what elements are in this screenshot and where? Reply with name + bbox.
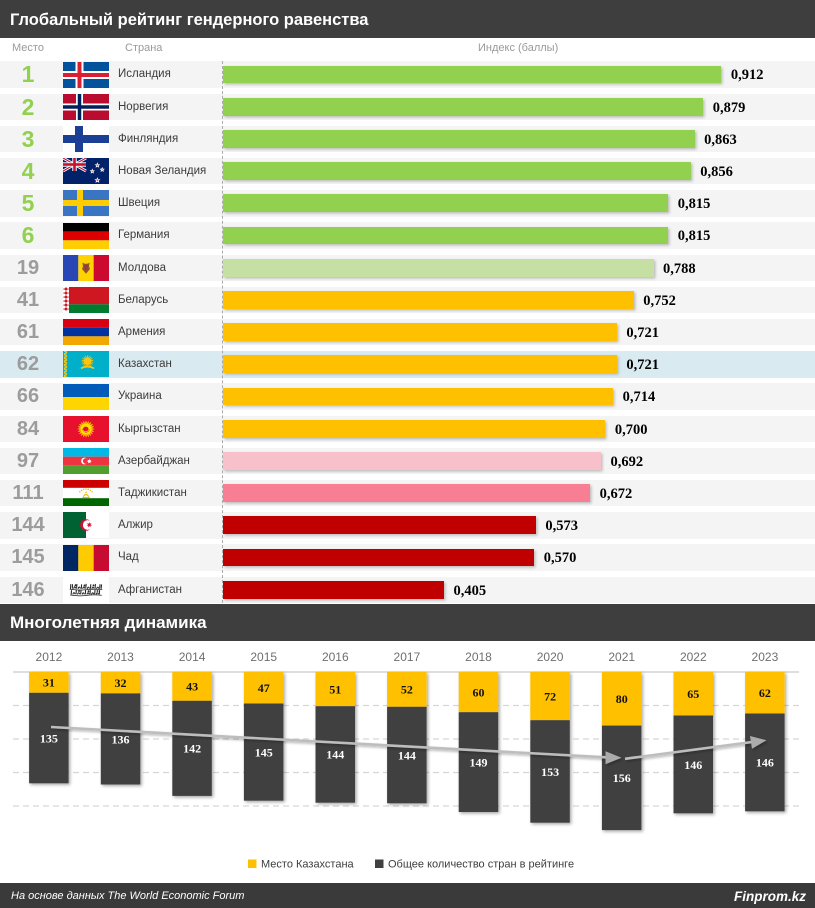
svg-text:2016: 2016 — [322, 650, 349, 664]
svg-text:52: 52 — [401, 683, 413, 697]
svg-text:43: 43 — [186, 680, 198, 694]
svg-text:2021: 2021 — [608, 650, 635, 664]
svg-text:80: 80 — [616, 692, 628, 706]
svg-text:146: 146 — [684, 758, 702, 772]
svg-text:Общее количество стран в рейти: Общее количество стран в рейтинге — [388, 859, 574, 871]
svg-text:65: 65 — [687, 687, 699, 701]
svg-text:136: 136 — [112, 732, 130, 746]
svg-text:32: 32 — [115, 676, 127, 690]
svg-text:2014: 2014 — [179, 650, 206, 664]
svg-text:51: 51 — [329, 682, 341, 696]
svg-text:146: 146 — [756, 756, 774, 770]
svg-text:149: 149 — [470, 755, 488, 769]
svg-text:60: 60 — [473, 685, 485, 699]
svg-text:144: 144 — [326, 748, 344, 762]
svg-text:2018: 2018 — [465, 650, 492, 664]
svg-text:145: 145 — [255, 745, 273, 759]
svg-text:2022: 2022 — [680, 650, 707, 664]
svg-text:Место Казахстана: Место Казахстана — [261, 859, 355, 871]
svg-text:2012: 2012 — [36, 650, 63, 664]
svg-text:2020: 2020 — [537, 650, 564, 664]
svg-text:135: 135 — [40, 731, 58, 745]
svg-text:156: 156 — [613, 771, 631, 785]
svg-text:2013: 2013 — [107, 650, 134, 664]
svg-text:47: 47 — [258, 681, 270, 695]
svg-text:2017: 2017 — [394, 650, 421, 664]
svg-text:2015: 2015 — [250, 650, 277, 664]
svg-text:2023: 2023 — [752, 650, 779, 664]
svg-text:144: 144 — [398, 748, 416, 762]
svg-text:72: 72 — [544, 689, 556, 703]
svg-text:142: 142 — [183, 742, 201, 756]
svg-text:62: 62 — [759, 686, 771, 700]
svg-text:153: 153 — [541, 765, 559, 779]
svg-text:31: 31 — [43, 676, 55, 690]
